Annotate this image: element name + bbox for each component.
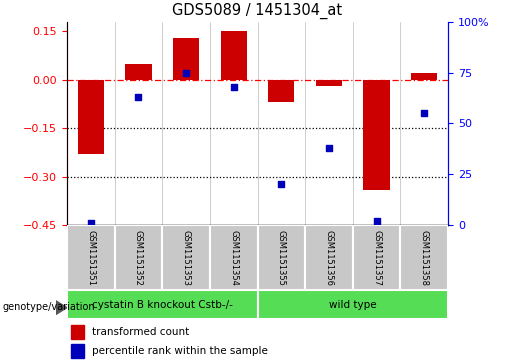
Bar — [114, 225, 162, 290]
Bar — [162, 225, 210, 290]
Point — [420, 110, 428, 116]
Point — [325, 145, 333, 151]
Bar — [71, 344, 84, 358]
Bar — [125, 64, 151, 80]
Text: GSM1151352: GSM1151352 — [134, 230, 143, 286]
Bar — [67, 290, 258, 319]
Bar — [71, 325, 84, 339]
Bar — [67, 225, 115, 290]
Text: GSM1151356: GSM1151356 — [324, 230, 333, 286]
Text: GSM1151351: GSM1151351 — [87, 230, 95, 286]
Bar — [364, 80, 390, 189]
Point — [230, 84, 238, 90]
Text: GSM1151357: GSM1151357 — [372, 230, 381, 286]
Text: genotype/variation: genotype/variation — [3, 302, 95, 312]
Point — [182, 70, 190, 76]
Text: GSM1151354: GSM1151354 — [229, 230, 238, 286]
Bar — [268, 80, 295, 102]
Point — [87, 220, 95, 226]
Bar — [173, 38, 199, 80]
Bar — [401, 225, 448, 290]
Text: GSM1151353: GSM1151353 — [182, 230, 191, 286]
Bar — [220, 32, 247, 80]
Bar — [258, 225, 305, 290]
Bar — [210, 225, 258, 290]
Text: cystatin B knockout Cstb-/-: cystatin B knockout Cstb-/- — [92, 300, 233, 310]
Point — [372, 218, 381, 224]
Title: GDS5089 / 1451304_at: GDS5089 / 1451304_at — [173, 3, 342, 19]
Bar — [316, 80, 342, 86]
Text: transformed count: transformed count — [92, 327, 190, 337]
Polygon shape — [56, 301, 67, 315]
Text: percentile rank within the sample: percentile rank within the sample — [92, 346, 268, 356]
Bar — [411, 73, 437, 80]
Text: wild type: wild type — [329, 300, 376, 310]
Bar — [353, 225, 401, 290]
Bar — [78, 80, 104, 154]
Point — [134, 94, 143, 100]
Bar — [305, 225, 353, 290]
Point — [277, 182, 285, 187]
Text: GSM1151358: GSM1151358 — [420, 230, 428, 286]
Bar — [258, 290, 448, 319]
Text: GSM1151355: GSM1151355 — [277, 230, 286, 286]
